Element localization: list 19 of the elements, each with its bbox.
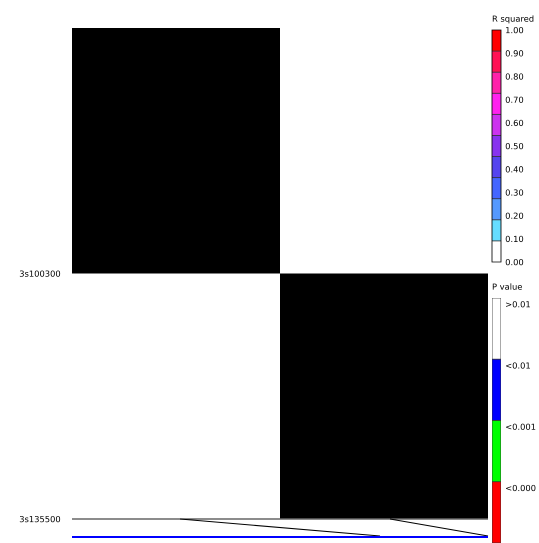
color-bar-label: 0.80 xyxy=(506,73,524,80)
y-tick-label: 3s135500 xyxy=(20,516,60,522)
category-label: <0.001 xyxy=(506,424,536,430)
category-label: >0.01 xyxy=(506,301,530,308)
text: P value xyxy=(492,283,522,290)
category-label: <0.01 xyxy=(506,362,530,369)
y-tick-label: 3s100300 xyxy=(20,270,60,277)
color-bar-label: 0.60 xyxy=(506,120,524,126)
color-bar-label: 0.70 xyxy=(506,96,524,103)
color-bar-label: 0.40 xyxy=(506,166,524,172)
category-label: <0.000 xyxy=(506,484,536,492)
color-bar-label: 0.30 xyxy=(506,189,524,196)
color-bar-label: 0.50 xyxy=(506,142,524,150)
color-bar-label: 1.00 xyxy=(506,26,524,34)
color-bar-label: 0.20 xyxy=(506,212,524,219)
color-bar-title: R squared xyxy=(492,15,534,24)
color-bar-label: 0.00 xyxy=(506,258,524,266)
color-bar-label: 0.10 xyxy=(506,236,524,242)
color-bar-label: 0.90 xyxy=(506,50,524,56)
